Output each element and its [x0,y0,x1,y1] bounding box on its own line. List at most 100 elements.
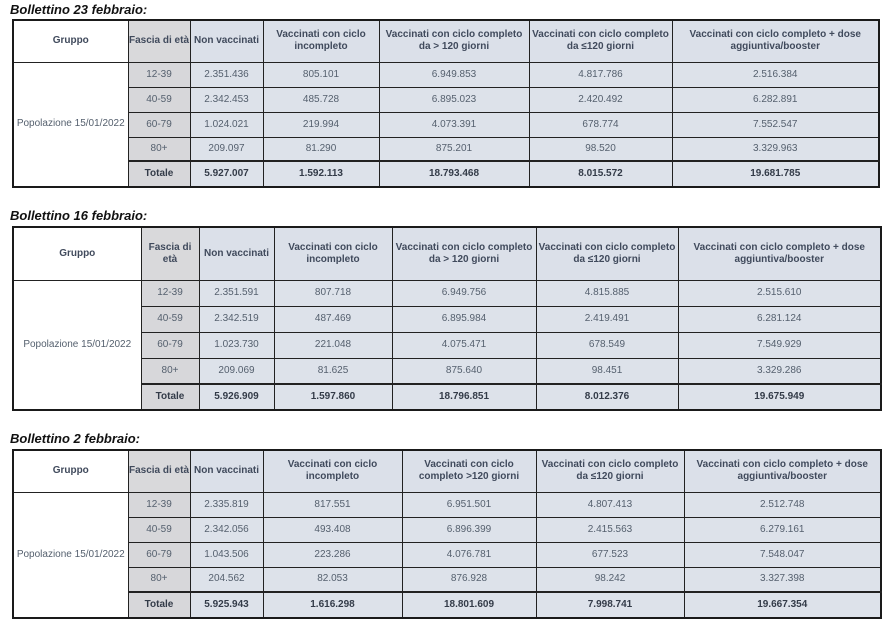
group-label: Popolazione 15/01/2022 [12,61,129,188]
header-row: Gruppo Fascia di età Non vaccinati Vacci… [12,449,882,493]
total-cell: 5.927.007 [189,160,264,188]
table-row: 60-79 1.024.021 219.994 4.073.391 678.77… [13,111,880,138]
value-cell: 807.718 [273,279,393,307]
bulletin-1-title: Bollettino 23 febbraio: [10,2,148,17]
age-cell: 80+ [127,566,191,593]
value-cell: 485.728 [262,86,380,113]
header-row: Gruppo Fascia di età Non vaccinati Vacci… [12,19,880,63]
total-cell: 18.793.468 [378,160,530,188]
table-row: 80+ 209.069 81.625 875.640 98.451 3.329.… [13,357,882,385]
value-cell: 209.069 [198,357,275,385]
age-cell: 80+ [127,136,191,162]
value-cell: 2.415.563 [535,516,685,543]
header-row: Gruppo Fascia di età Non vaccinati Vacci… [12,226,882,281]
group-label: Popolazione 15/01/2022 [12,491,129,619]
total-cell: 7.998.741 [535,591,685,619]
value-cell: 3.329.286 [677,357,882,385]
age-cell: 40-59 [140,305,200,333]
table-row: 40-59 2.342.056 493.408 6.896.399 2.415.… [13,516,882,543]
header-non-vaccinati: Non vaccinati [198,226,275,281]
header-fascia: Fascia di età [127,19,191,63]
value-cell: 817.551 [262,491,403,518]
header-booster: Vaccinati con ciclo completo + dose aggi… [671,19,880,63]
header-fascia: Fascia di età [127,449,191,493]
value-cell: 2.420.492 [528,86,673,113]
total-cell: 5.926.909 [198,383,275,411]
header-incompleto: Vaccinati con ciclo incompleto [273,226,393,281]
header-completo-entro: Vaccinati con ciclo completo da ≤120 gio… [528,19,673,63]
header-gruppo: Gruppo [12,449,129,493]
value-cell: 2.516.384 [671,61,880,88]
total-cell: 1.616.298 [262,591,403,619]
value-cell: 4.076.781 [401,541,537,568]
value-cell: 493.408 [262,516,403,543]
value-cell: 1.023.730 [198,331,275,359]
value-cell: 98.451 [535,357,679,385]
total-cell: 8.012.376 [535,383,679,411]
table-row: 40-59 2.342.453 485.728 6.895.023 2.420.… [13,86,880,113]
total-label: Totale [127,160,191,188]
value-cell: 3.327.398 [683,566,882,593]
table-row: Popolazione 15/01/2022 12-39 2.351.591 8… [12,279,882,411]
header-completo-oltre: Vaccinati con ciclo completo da > 120 gi… [378,19,530,63]
header-booster: Vaccinati con ciclo completo + dose aggi… [683,449,882,493]
value-cell: 4.817.786 [528,61,673,88]
value-cell: 6.895.984 [391,305,537,333]
age-cell: 12-39 [140,279,200,307]
value-cell: 4.075.471 [391,331,537,359]
header-completo-oltre: Vaccinati con ciclo completo >120 giorni [401,449,537,493]
total-cell: 1.592.113 [262,160,380,188]
value-cell: 4.073.391 [378,111,530,138]
value-cell: 98.520 [528,136,673,162]
table-row: 40-59 2.342.519 487.469 6.895.984 2.419.… [13,305,882,333]
bulletin-3-table: Gruppo Fascia di età Non vaccinati Vacci… [12,449,882,619]
header-gruppo: Gruppo [12,226,142,281]
value-cell: 2.342.056 [189,516,264,543]
value-cell: 219.994 [262,111,380,138]
age-cell: 12-39 [127,61,191,88]
value-cell: 875.201 [378,136,530,162]
age-cell: 12-39 [127,491,191,518]
header-gruppo: Gruppo [12,19,129,63]
value-cell: 204.562 [189,566,264,593]
header-booster: Vaccinati con ciclo completo + dose aggi… [677,226,882,281]
value-cell: 6.949.756 [391,279,537,307]
value-cell: 6.282.891 [671,86,880,113]
table-row: Popolazione 15/01/2022 12-39 2.335.819 8… [12,491,882,619]
value-cell: 6.281.124 [677,305,882,333]
bulletin-2-title: Bollettino 16 febbraio: [10,208,148,223]
value-cell: 677.523 [535,541,685,568]
value-cell: 1.043.506 [189,541,264,568]
total-cell: 19.675.949 [677,383,882,411]
value-cell: 2.419.491 [535,305,679,333]
bulletin-2-table: Gruppo Fascia di età Non vaccinati Vacci… [12,226,882,411]
value-cell: 876.928 [401,566,537,593]
group-label: Popolazione 15/01/2022 [12,279,142,411]
value-cell: 209.097 [189,136,264,162]
value-cell: 2.335.819 [189,491,264,518]
bulletin-1-table: Gruppo Fascia di età Non vaccinati Vacci… [12,19,880,188]
value-cell: 6.895.023 [378,86,530,113]
value-cell: 678.774 [528,111,673,138]
total-label: Totale [127,591,191,619]
table-row: 80+ 204.562 82.053 876.928 98.242 3.327.… [13,566,882,593]
total-cell: 18.801.609 [401,591,537,619]
value-cell: 487.469 [273,305,393,333]
value-cell: 1.024.021 [189,111,264,138]
value-cell: 81.290 [262,136,380,162]
value-cell: 2.351.436 [189,61,264,88]
value-cell: 3.329.963 [671,136,880,162]
value-cell: 7.549.929 [677,331,882,359]
value-cell: 7.548.047 [683,541,882,568]
value-cell: 6.949.853 [378,61,530,88]
age-cell: 60-79 [127,541,191,568]
table-row: Popolazione 15/01/2022 12-39 2.351.436 8… [12,61,880,188]
value-cell: 223.286 [262,541,403,568]
bulletin-3-title: Bollettino 2 febbraio: [10,431,140,446]
total-cell: 5.925.943 [189,591,264,619]
total-cell: 19.667.354 [683,591,882,619]
value-cell: 98.242 [535,566,685,593]
value-cell: 2.515.610 [677,279,882,307]
value-cell: 7.552.547 [671,111,880,138]
total-cell: 8.015.572 [528,160,673,188]
